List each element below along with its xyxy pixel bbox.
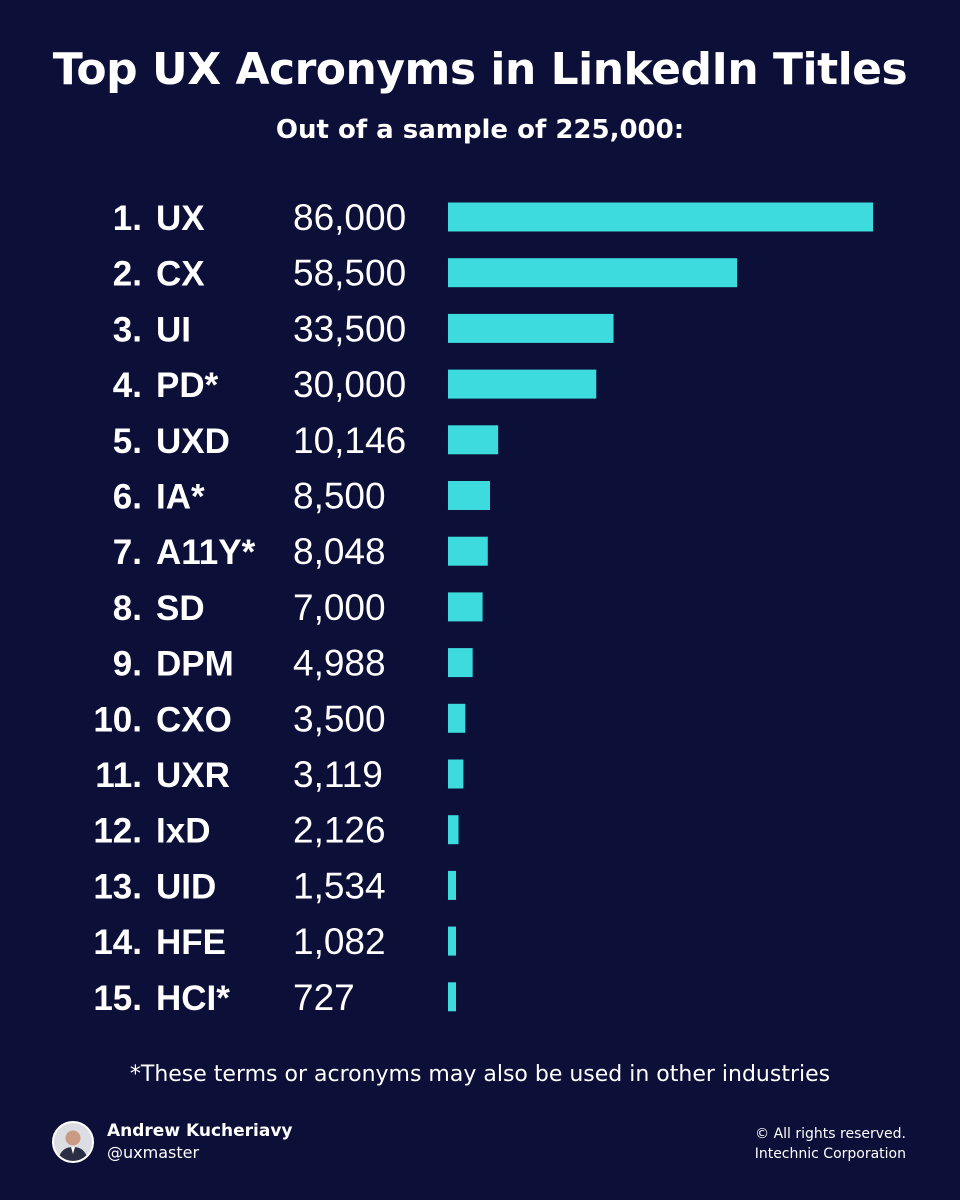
bar xyxy=(448,425,499,455)
value-label: 30,000 xyxy=(293,364,406,405)
author-block: Andrew Kucheriavy @uxmaster xyxy=(52,1120,293,1164)
acronym-label: UXD xyxy=(156,422,230,461)
rank-label: 5. xyxy=(113,422,142,461)
acronym-label: UXR xyxy=(156,756,230,795)
value-label: 727 xyxy=(293,977,355,1018)
rank-label: 1. xyxy=(113,199,142,238)
bar xyxy=(448,648,473,678)
author-handle: @uxmaster xyxy=(107,1143,200,1162)
value-label: 86,000 xyxy=(293,197,406,238)
rank-label: 12. xyxy=(93,812,142,851)
acronym-label: UI xyxy=(156,310,191,349)
chart-subtitle: Out of a sample of 225,000: xyxy=(275,115,685,145)
bar xyxy=(448,982,456,1012)
value-label: 10,146 xyxy=(293,420,406,461)
bar xyxy=(448,481,491,510)
rank-label: 14. xyxy=(93,923,142,962)
acronym-label: IxD xyxy=(156,812,210,851)
company-name: Intechnic Corporation xyxy=(754,1146,906,1162)
rank-label: 7. xyxy=(113,533,142,572)
rank-label: 6. xyxy=(113,478,142,517)
bar xyxy=(448,202,873,232)
rank-label: 4. xyxy=(113,366,142,405)
acronym-label: PD* xyxy=(156,366,219,405)
bar xyxy=(448,870,456,900)
bar xyxy=(448,258,738,288)
author-name: Andrew Kucheriavy xyxy=(107,1121,293,1141)
bar xyxy=(448,926,456,956)
value-label: 8,048 xyxy=(293,531,386,572)
value-label: 3,119 xyxy=(293,754,383,795)
value-label: 33,500 xyxy=(293,308,406,349)
value-label: 3,500 xyxy=(293,698,386,739)
bar xyxy=(448,313,614,343)
acronym-label: CX xyxy=(156,255,205,294)
rank-label: 10. xyxy=(93,700,142,739)
rank-label: 8. xyxy=(113,589,142,628)
rank-label: 11. xyxy=(95,756,142,795)
copyright: © All rights reserved. Intechnic Corpora… xyxy=(755,1124,906,1164)
bar xyxy=(448,703,466,733)
rank-label: 15. xyxy=(93,979,142,1018)
acronym-label: A11Y* xyxy=(156,533,256,572)
value-label: 4,988 xyxy=(293,643,386,684)
bar xyxy=(448,759,464,789)
value-label: 7,000 xyxy=(293,587,386,628)
bar xyxy=(448,369,597,399)
value-label: 8,500 xyxy=(293,476,386,517)
acronym-label: SD xyxy=(156,589,205,628)
value-label: 1,534 xyxy=(293,865,386,906)
value-label: 58,500 xyxy=(293,253,406,294)
avatar xyxy=(52,1121,94,1163)
bar xyxy=(448,815,459,845)
acronym-label: UX xyxy=(156,199,205,238)
acronym-label: DPM xyxy=(156,645,234,684)
bar-chart: 1. UX 86,000 2. CX 58,500 3. UI 33,500 4. PD* 30,00… xyxy=(93,197,873,1018)
rank-label: 13. xyxy=(93,867,142,906)
rank-label: 9. xyxy=(113,645,142,684)
copyright-line: © All rights reserved. xyxy=(755,1126,906,1142)
acronym-label: HCI* xyxy=(156,979,230,1018)
bar xyxy=(448,592,483,622)
bar xyxy=(448,536,488,566)
footnote: *These terms or acronyms may also be use… xyxy=(129,1062,831,1087)
rank-label: 2. xyxy=(113,255,142,294)
acronym-label: IA* xyxy=(156,478,205,517)
acronym-label: CXO xyxy=(156,700,232,739)
value-label: 1,082 xyxy=(293,921,386,962)
person-icon xyxy=(54,1123,92,1161)
chart-title: Top UX Acronyms in LinkedIn Titles xyxy=(52,44,908,95)
acronym-label: UID xyxy=(156,867,216,906)
value-label: 2,126 xyxy=(293,810,386,851)
rank-label: 3. xyxy=(113,310,142,349)
acronym-label: HFE xyxy=(156,923,226,962)
